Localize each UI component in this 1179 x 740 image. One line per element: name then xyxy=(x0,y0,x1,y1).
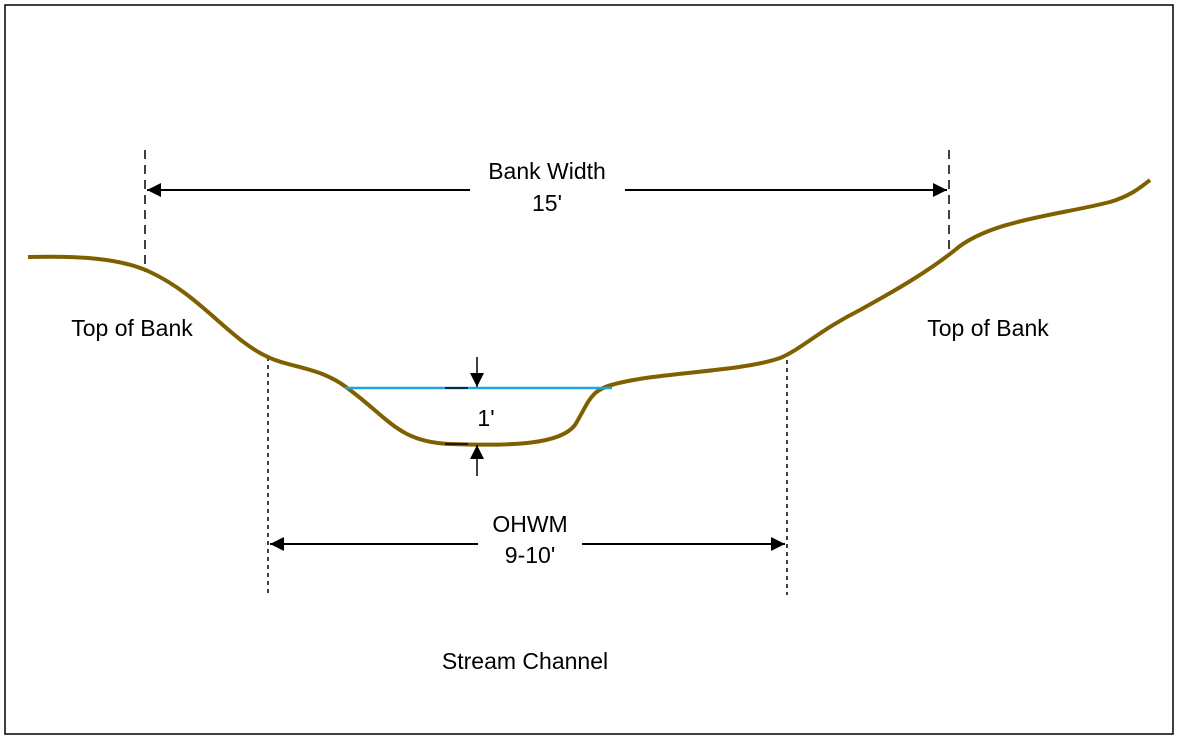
frame xyxy=(4,4,1174,735)
label: Top of Bank xyxy=(927,315,1049,341)
label: Bank Width xyxy=(488,158,606,184)
label: Stream Channel xyxy=(442,648,608,674)
label: OHWM xyxy=(492,511,567,537)
label: 1' xyxy=(477,405,494,431)
label: 9-10' xyxy=(505,542,555,568)
label: Top of Bank xyxy=(71,315,193,341)
label: 15' xyxy=(532,190,562,216)
ground-profile xyxy=(27,178,1152,447)
